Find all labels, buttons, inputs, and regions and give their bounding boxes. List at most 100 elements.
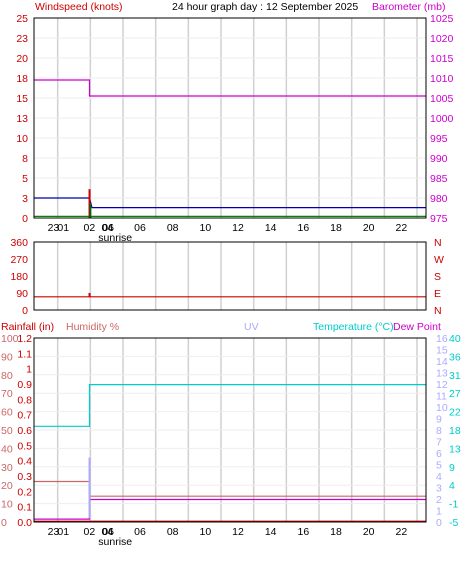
rainfall-tick-label: 0.3: [17, 471, 32, 483]
series-line-barometer-mb-: [34, 79, 426, 97]
direction-compass-tick-label: E: [434, 288, 441, 300]
chart-title: 24 hour graph day : 12 September 2025: [172, 1, 358, 13]
temp-panel-x-tick-label: 22: [396, 526, 408, 538]
temperature-tick-label: 9: [449, 462, 455, 474]
wind-panel-x-tick-label: 01: [57, 222, 69, 234]
humidity-tick-label: 50: [1, 425, 13, 437]
direction-compass-tick-label: W: [434, 254, 444, 266]
wind-panel-x-tick-label: 04: [102, 222, 114, 234]
temp-panel-x-tick-label: 08: [167, 526, 179, 538]
wind-panel-x-tick-label: 14: [265, 222, 277, 234]
rainfall-axis-label: Rainfall (in): [1, 321, 54, 333]
uv-tick-label: 1: [436, 506, 442, 518]
uv-tick-label: 11: [436, 391, 447, 403]
windspeed-tick-label: 15: [16, 93, 28, 105]
uv-tick-label: 14: [436, 356, 448, 368]
tick-layer: 2523201815131085301025102010151010100510…: [1, 13, 461, 548]
wind-panel-sunrise-label: sunrise: [98, 232, 132, 244]
windspeed-tick-label: 8: [22, 153, 28, 165]
windspeed-tick-label: 18: [16, 73, 28, 85]
humidity-tick-label: 80: [1, 370, 13, 382]
uv-tick-label: 3: [436, 483, 442, 495]
direction-degrees-tick-label: 90: [16, 288, 28, 300]
wind-panel-sunrise-marker: 06: [102, 222, 114, 234]
temp-panel-x-tick-label: 12: [232, 526, 244, 538]
windspeed-tick-label: 10: [16, 133, 28, 145]
direction-degrees-tick-label: 0: [22, 305, 28, 317]
barometer-tick-label: 1025: [430, 13, 454, 25]
temp-panel-sunrise-marker: 06: [102, 526, 114, 538]
uv-tick-label: 2: [436, 494, 442, 506]
wind-panel-x-tick-label: 02: [84, 222, 96, 234]
grid-layer: [34, 18, 426, 522]
temp-panel-x-tick-label: 10: [200, 526, 212, 538]
direction-compass-tick-label: N: [434, 237, 442, 249]
wind-panel-x-tick-label: 16: [298, 222, 310, 234]
uv-tick-label: 13: [436, 368, 448, 380]
rainfall-tick-label: 0.4: [17, 456, 32, 468]
rainfall-tick-label: 0.5: [17, 440, 32, 452]
direction-degrees-tick-label: 360: [10, 237, 28, 249]
wind-panel-x-tick-label: 08: [167, 222, 179, 234]
uv-tick-label: 15: [436, 345, 448, 357]
uv-tick-label: 5: [436, 460, 442, 472]
temperature-tick-label: -1: [449, 499, 458, 511]
temperature-axis-label: Temperature (°C): [313, 321, 394, 333]
windspeed-tick-label: 20: [16, 53, 28, 65]
windspeed-tick-label: 25: [16, 13, 28, 25]
humidity-tick-label: 90: [1, 351, 13, 363]
direction-compass-tick-label: N: [434, 305, 442, 317]
uv-tick-label: 4: [436, 471, 442, 483]
series-line-windspeed-knots-: [34, 197, 426, 209]
temp-panel-x-tick-label: 01: [57, 526, 69, 538]
barometer-tick-label: 1010: [430, 73, 454, 85]
wind-panel-x-tick-label: 10: [200, 222, 212, 234]
barometer-tick-label: 975: [430, 213, 448, 225]
temp-panel-x-tick-label: 14: [265, 526, 277, 538]
temperature-tick-label: -5: [449, 517, 458, 529]
humidity-tick-label: 20: [1, 480, 13, 492]
wind-panel-x-tick-label: 23: [48, 222, 60, 234]
series-layer: [34, 79, 426, 522]
rainfall-tick-label: 1: [26, 364, 32, 376]
humidity-tick-label: 30: [1, 462, 13, 474]
uv-tick-label: 7: [436, 437, 442, 449]
barometer-tick-label: 995: [430, 133, 448, 145]
uv-axis-label: UV: [244, 321, 259, 333]
wind-panel-x-tick-label: 22: [396, 222, 408, 234]
windspeed-axis-label: Windspeed (knots): [35, 1, 123, 13]
temperature-tick-label: 22: [449, 407, 461, 419]
humidity-tick-label: 10: [1, 499, 13, 511]
temp-panel-frame: [33, 337, 427, 523]
uv-tick-label: 0: [436, 517, 442, 529]
barometer-tick-label: 985: [430, 173, 448, 185]
rainfall-tick-label: 0.1: [17, 502, 32, 514]
windspeed-tick-label: 5: [22, 173, 28, 185]
windspeed-tick-label: 3: [22, 193, 28, 205]
uv-tick-label: 6: [436, 448, 442, 460]
dewpoint-axis-label: Dew Point: [393, 321, 441, 333]
temp-panel-x-tick-label: 20: [363, 526, 375, 538]
humidity-tick-label: 0: [1, 517, 7, 529]
humidity-axis-label: Humidity %: [66, 321, 119, 333]
temp-panel-sunrise-label: sunrise: [98, 536, 132, 548]
barometer-tick-label: 980: [430, 193, 448, 205]
temperature-tick-label: 27: [449, 388, 461, 400]
barometer-tick-label: 1000: [430, 113, 454, 125]
uv-tick-label: 10: [436, 402, 448, 414]
uv-tick-label: 9: [436, 414, 442, 426]
barometer-tick-label: 990: [430, 153, 448, 165]
wind-panel-frame: [33, 17, 427, 219]
rainfall-tick-label: 0.2: [17, 486, 32, 498]
wind-panel-x-tick-label: 20: [363, 222, 375, 234]
temperature-tick-label: 36: [449, 351, 461, 363]
rainfall-tick-label: 0.6: [17, 425, 32, 437]
rainfall-tick-label: 0.9: [17, 379, 32, 391]
barometer-tick-label: 1005: [430, 93, 454, 105]
temp-panel-x-tick-label: 23: [48, 526, 60, 538]
temp-panel-x-tick-label: 06: [134, 526, 146, 538]
humidity-tick-label: 100: [1, 333, 19, 345]
humidity-tick-label: 60: [1, 407, 13, 419]
rainfall-tick-label: 1.1: [17, 348, 32, 360]
